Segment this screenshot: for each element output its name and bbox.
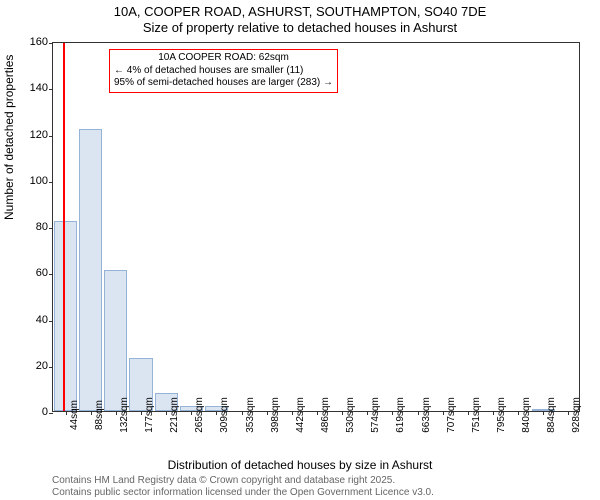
callout-line-2: ← 4% of detached houses are smaller (11) [114, 65, 333, 78]
x-tick-label: 751sqm [471, 397, 482, 433]
callout-line-1: 10A COOPER ROAD: 62sqm [114, 52, 333, 65]
x-tick [292, 411, 293, 415]
x-tick [468, 411, 469, 415]
callout-box: 10A COOPER ROAD: 62sqm← 4% of detached h… [109, 49, 338, 93]
x-tick-label: 44sqm [69, 400, 80, 430]
x-tick-label: 928sqm [571, 397, 582, 433]
callout-line-3: 95% of semi-detached houses are larger (… [114, 77, 333, 90]
x-tick [367, 411, 368, 415]
chart-title: 10A, COOPER ROAD, ASHURST, SOUTHAMPTON, … [0, 0, 600, 37]
histogram-bar [54, 221, 77, 411]
x-tick [166, 411, 167, 415]
y-tick [49, 321, 53, 322]
x-tick-label: 398sqm [270, 397, 281, 433]
x-tick-label: 221sqm [169, 397, 180, 433]
x-tick [518, 411, 519, 415]
x-tick [116, 411, 117, 415]
x-tick [493, 411, 494, 415]
x-tick [91, 411, 92, 415]
x-tick-label: 309sqm [219, 397, 230, 433]
x-tick-label: 530sqm [345, 397, 356, 433]
x-tick [418, 411, 419, 415]
x-tick [568, 411, 569, 415]
x-tick [392, 411, 393, 415]
x-tick [141, 411, 142, 415]
x-tick [216, 411, 217, 415]
histogram-bar [79, 129, 102, 411]
y-tick-label: 160 [18, 36, 48, 48]
y-tick-label: 20 [18, 360, 48, 372]
x-tick-label: 442sqm [295, 397, 306, 433]
y-tick-label: 40 [18, 314, 48, 326]
histogram-plot-area: 10A COOPER ROAD: 62sqm← 4% of detached h… [52, 42, 580, 412]
y-tick [49, 182, 53, 183]
x-tick-label: 132sqm [119, 397, 130, 433]
y-tick [49, 43, 53, 44]
x-tick-label: 884sqm [546, 397, 557, 433]
credits-line-1: Contains HM Land Registry data © Crown c… [52, 475, 395, 486]
subject-marker-line [63, 43, 65, 411]
y-tick-label: 80 [18, 221, 48, 233]
y-tick [49, 274, 53, 275]
x-tick [543, 411, 544, 415]
y-tick-label: 120 [18, 129, 48, 141]
y-tick [49, 367, 53, 368]
y-tick-label: 0 [18, 406, 48, 418]
x-tick-label: 353sqm [245, 397, 256, 433]
x-tick-label: 177sqm [144, 397, 155, 433]
x-axis-label: Distribution of detached houses by size … [0, 458, 600, 472]
y-tick-label: 100 [18, 175, 48, 187]
y-axis-label: Number of detached properties [2, 55, 16, 220]
x-tick [267, 411, 268, 415]
y-tick [49, 136, 53, 137]
y-tick [49, 228, 53, 229]
x-tick-label: 88sqm [94, 400, 105, 430]
histogram-bar [104, 270, 127, 411]
x-tick-label: 840sqm [521, 397, 532, 433]
x-tick-label: 707sqm [446, 397, 457, 433]
x-tick [66, 411, 67, 415]
x-tick [443, 411, 444, 415]
x-tick [342, 411, 343, 415]
x-tick [191, 411, 192, 415]
y-tick-label: 60 [18, 267, 48, 279]
x-tick [242, 411, 243, 415]
y-tick-label: 140 [18, 82, 48, 94]
credits-line-2: Contains public sector information licen… [52, 487, 434, 498]
x-tick [317, 411, 318, 415]
x-tick-label: 574sqm [370, 397, 381, 433]
x-tick-label: 265sqm [194, 397, 205, 433]
x-tick-label: 663sqm [421, 397, 432, 433]
y-tick [49, 413, 53, 414]
title-line-2: Size of property relative to detached ho… [143, 20, 457, 35]
credits-text: Contains HM Land Registry data © Crown c… [52, 475, 434, 498]
x-tick-label: 486sqm [320, 397, 331, 433]
y-tick [49, 89, 53, 90]
title-line-1: 10A, COOPER ROAD, ASHURST, SOUTHAMPTON, … [114, 4, 487, 19]
x-tick-label: 619sqm [395, 397, 406, 433]
x-tick-label: 795sqm [496, 397, 507, 433]
